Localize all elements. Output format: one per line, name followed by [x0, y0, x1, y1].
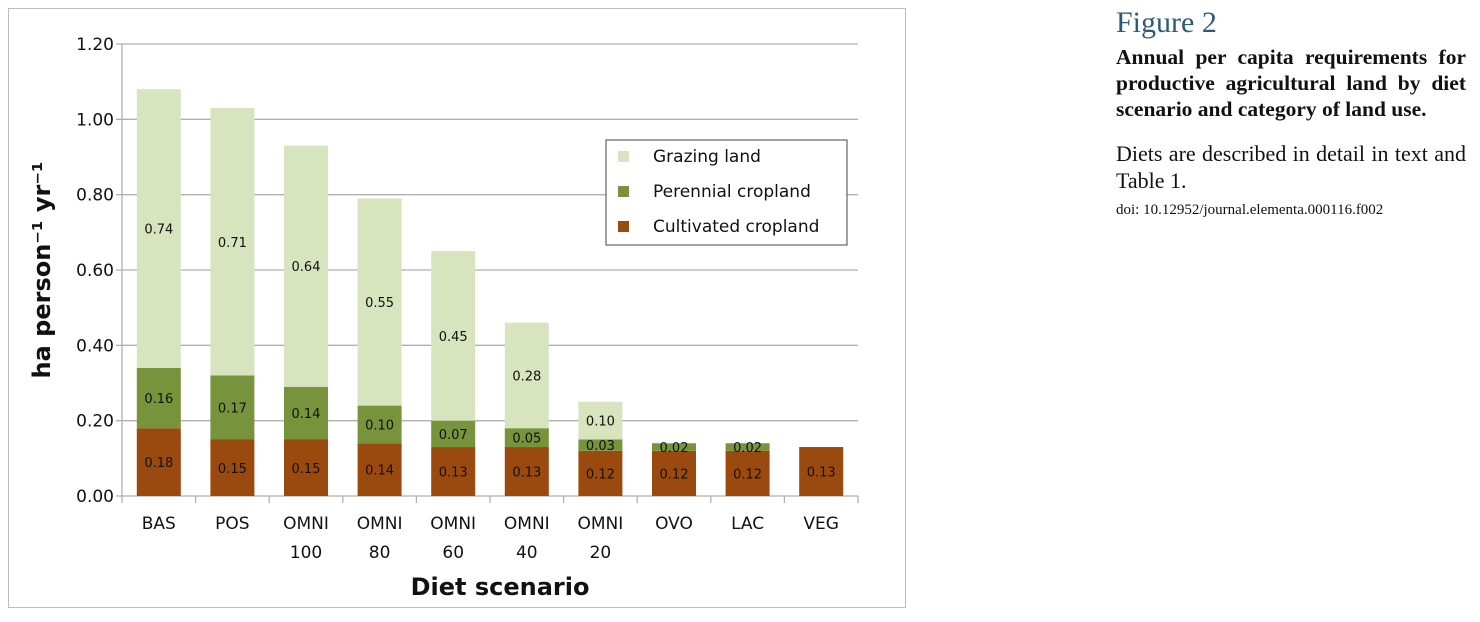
- legend-label: Perennial cropland: [653, 182, 811, 202]
- data-label: 0.16: [144, 392, 173, 407]
- data-label: 0.28: [512, 369, 541, 384]
- data-label: 0.13: [512, 466, 541, 481]
- x-tick-label: OMNI: [283, 514, 329, 534]
- figure-description: Diets are described in detail in text an…: [1116, 141, 1466, 193]
- data-label: 0.18: [144, 456, 173, 471]
- data-label: 0.55: [365, 296, 394, 311]
- y-tick-label: 1.00: [76, 110, 114, 130]
- figure-title: Annual per capita requirements for produ…: [1116, 45, 1466, 121]
- data-label: 0.14: [365, 464, 394, 479]
- data-label: 0.12: [586, 467, 615, 482]
- x-tick-label: OVO: [655, 514, 693, 534]
- x-tick-label: BAS: [142, 514, 176, 534]
- x-tick-label: POS: [215, 514, 249, 534]
- bar-segment: [431, 251, 476, 421]
- data-label: 0.64: [292, 260, 321, 275]
- x-tick-label: VEG: [803, 514, 839, 534]
- bar-segment: [578, 450, 623, 496]
- bar-segment: [725, 450, 770, 496]
- y-tick-label: 0.00: [76, 487, 114, 507]
- data-label: 0.13: [439, 466, 468, 481]
- bar-segment: [210, 108, 255, 376]
- y-tick-label: 0.60: [76, 261, 114, 281]
- bar-segment: [652, 450, 696, 496]
- legend-swatch: [618, 186, 629, 197]
- legend-swatch: [618, 221, 629, 232]
- bar-segment: [357, 443, 402, 496]
- data-label: 0.10: [365, 418, 394, 433]
- x-tick-label: LAC: [731, 514, 764, 534]
- y-tick-label: 0.20: [76, 412, 114, 432]
- data-label: 0.07: [439, 428, 468, 443]
- bar-segment: [578, 439, 623, 451]
- x-tick-label: 20: [590, 543, 612, 563]
- y-tick-label: 0.80: [76, 186, 114, 206]
- bar-segment: [504, 447, 549, 496]
- bar-segment: [357, 198, 402, 406]
- bar-segment: [652, 443, 696, 451]
- bar-segment: [136, 428, 181, 496]
- data-label: 0.17: [218, 401, 247, 416]
- data-label: 0.71: [218, 236, 247, 251]
- data-label: 0.02: [733, 441, 762, 456]
- data-label: 0.12: [733, 467, 762, 482]
- legend-swatch: [618, 151, 629, 162]
- bar-segment: [136, 89, 181, 368]
- x-tick-label: OMNI: [578, 514, 624, 534]
- bar-segment: [504, 428, 549, 448]
- data-label: 0.14: [292, 407, 321, 422]
- data-label: 0.05: [512, 432, 541, 447]
- y-tick-label: 0.40: [76, 336, 114, 356]
- data-label: 0.74: [144, 223, 173, 238]
- bar-segment: [284, 386, 328, 440]
- data-label: 0.03: [586, 439, 615, 454]
- bar-segment: [357, 405, 402, 444]
- bar-segment: [210, 375, 255, 440]
- x-tick-label: 60: [442, 543, 464, 563]
- x-tick-label: 80: [369, 543, 391, 563]
- bar-segment: [431, 447, 476, 496]
- bar-segment: [799, 447, 844, 496]
- chart-frame: [8, 8, 906, 608]
- x-axis-title: Diet scenario: [411, 573, 590, 601]
- figure-doi: doi: 10.12952/journal.elementa.000116.f0…: [1116, 202, 1384, 218]
- data-label: 0.13: [807, 466, 836, 481]
- data-label: 0.10: [586, 415, 615, 430]
- legend-label: Grazing land: [653, 147, 761, 167]
- bar-segment: [578, 401, 623, 440]
- bar-segment: [136, 367, 181, 429]
- legend-label: Cultivated cropland: [653, 217, 819, 237]
- figure-number: Figure 2: [1116, 6, 1217, 39]
- y-axis-title: ha person⁻¹ yr⁻¹: [28, 162, 56, 379]
- x-tick-label: 100: [290, 543, 322, 563]
- bar-segment: [284, 145, 328, 387]
- legend-box: [605, 139, 848, 246]
- data-label: 0.02: [660, 441, 689, 456]
- data-label: 0.15: [292, 462, 321, 477]
- data-label: 0.45: [439, 330, 468, 345]
- bar-segment: [504, 322, 549, 429]
- data-label: 0.12: [660, 467, 689, 482]
- y-tick-label: 1.20: [76, 35, 114, 55]
- bar-segment: [431, 420, 476, 448]
- stacked-bar-chart: 0.00 0.20 0.40 0.60 0.80 1.00 1.20 BAS 0.18 0.16 0…: [28, 35, 859, 601]
- bar-segment: [210, 439, 255, 496]
- x-tick-label: OMNI: [504, 514, 550, 534]
- x-tick-label: OMNI: [357, 514, 403, 534]
- bar-segment: [284, 439, 328, 496]
- figure-caption: Figure 2 Annual per capita requirements …: [1116, 6, 1466, 219]
- bar-segment: [725, 443, 770, 451]
- x-tick-label: 40: [516, 543, 538, 563]
- data-label: 0.15: [218, 462, 247, 477]
- x-tick-label: OMNI: [430, 514, 476, 534]
